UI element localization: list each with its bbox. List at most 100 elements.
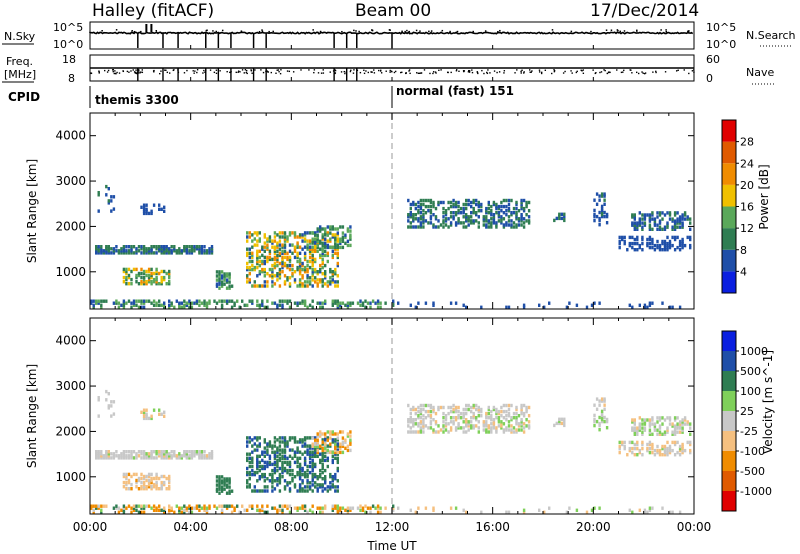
power-cell-823 [122, 299, 126, 303]
power-cell-174 [140, 275, 143, 280]
power-cell-800 [90, 301, 93, 305]
velocity-cell-660 [321, 450, 324, 454]
velocity-cell-1230 [487, 407, 490, 412]
velocity-colorbar-bin-3 [722, 391, 736, 411]
nave-point [126, 70, 129, 73]
velocity-cell-82 [160, 452, 163, 456]
velocity-cell-811 [100, 504, 103, 508]
power-cell-822 [122, 301, 126, 305]
power-cell-581 [306, 245, 309, 249]
velocity-cell-1211 [480, 409, 483, 414]
velocity-cell-736 [316, 444, 319, 448]
power-cell-1515 [648, 237, 652, 242]
velocity-cell-845 [152, 504, 156, 508]
velocity-cell-1217 [485, 430, 488, 434]
nave-point [373, 69, 375, 71]
power-cell-1241 [492, 219, 496, 223]
power-cell-1063 [417, 211, 420, 215]
velocity-cell-1348 [593, 417, 596, 422]
velocity-cell-676 [324, 436, 327, 440]
power-cell-1106 [432, 202, 435, 207]
velocity-cell-31 [120, 456, 123, 460]
velocity-cell-765 [331, 432, 334, 436]
velocity-cell-1417 [651, 418, 654, 422]
velocity-cell-314 [248, 456, 251, 460]
power-cell-22 [110, 251, 113, 255]
velocity-cell-746 [321, 448, 324, 453]
power-cell-787 [344, 241, 347, 245]
velocity-cell-1526 [658, 453, 662, 457]
power-cell-1234 [490, 221, 493, 225]
velocity-cell-416 [273, 466, 277, 471]
velocity-cell-809 [100, 510, 103, 514]
power-cell-603 [311, 267, 314, 272]
power-cell-1004 [449, 301, 453, 305]
nsearch-point [484, 30, 487, 32]
velocity-cell-748 [321, 440, 324, 444]
power-cell-277 [220, 270, 224, 274]
power-cell-1451 [673, 225, 677, 229]
velocity-cell-412 [273, 487, 277, 491]
power-cell-1460 [676, 217, 679, 221]
velocity-cell-1195 [472, 411, 475, 416]
velocity-cell-277 [220, 475, 224, 479]
power-cell-1084 [422, 202, 425, 207]
velocity-cell-972 [346, 506, 350, 510]
power-cell-151 [125, 282, 128, 286]
velocity-cell-425 [273, 436, 277, 440]
freq-strip: Freq. [MHz] 18 8 60 0 Nave [2, 53, 775, 85]
velocity-cell-768 [334, 448, 337, 453]
power-cell-1358 [598, 198, 601, 202]
velocity-cell-1444 [668, 418, 672, 422]
power-cell-429 [276, 263, 279, 268]
velocity-cell-1039 [407, 418, 410, 422]
power-cell-1549 [673, 237, 677, 242]
velocity-cell-1138 [449, 416, 453, 420]
power-cell-728 [311, 239, 314, 243]
power-cell-931 [283, 299, 287, 303]
velocity-cell-405 [271, 475, 274, 479]
power-cell-265 [218, 282, 221, 286]
velocity-cell-458 [281, 462, 284, 467]
power-cell-204 [155, 277, 158, 282]
power-cell-635 [316, 249, 319, 253]
power-cell-327 [251, 233, 254, 237]
nave-point [489, 72, 491, 74]
velocity-cell-569 [303, 442, 307, 446]
nsky-spike-0 [145, 24, 148, 32]
power-cell-917 [261, 301, 264, 305]
velocity-cell-107 [180, 454, 183, 458]
power-cell-457 [281, 259, 284, 264]
velocity-colorbar-bin-1 [722, 351, 736, 371]
power-cell-975 [351, 301, 355, 305]
velocity-cell-510 [293, 485, 297, 489]
velocity-cell-564 [303, 460, 307, 465]
power-cell-1024 [631, 305, 634, 309]
velocity-cell-1522 [653, 448, 657, 453]
power-cell-1305 [517, 223, 521, 227]
velocity-cell-1377 [631, 428, 634, 432]
power-cell-733 [314, 233, 317, 237]
power-cell-509 [291, 231, 294, 235]
power-cell-285 [225, 278, 229, 282]
power-cell-175 [140, 271, 143, 276]
power-cell-593 [308, 247, 312, 251]
velocity-cell-1117 [439, 405, 443, 410]
power-cell-1509 [641, 235, 644, 240]
nave-point [467, 71, 470, 73]
velocity-cell-140 [208, 456, 211, 460]
velocity-cell-701 [331, 440, 334, 444]
velocity-cell-796 [349, 440, 352, 444]
power-ytick-label-2: 3000 [55, 174, 86, 188]
nave-point [112, 70, 114, 73]
velocity-cell-143 [210, 456, 214, 460]
velocity-cell-622 [314, 454, 317, 458]
velocity-cell-473 [283, 454, 287, 458]
velocity-cell-951 [319, 506, 322, 510]
freq-tick-low: 8 [68, 72, 75, 85]
power-cell-1462 [678, 225, 682, 229]
velocity-cell-60 [142, 452, 146, 456]
power-cell-1348 [593, 212, 596, 217]
velocity-cell-706 [334, 475, 337, 479]
nave-point [423, 69, 426, 71]
